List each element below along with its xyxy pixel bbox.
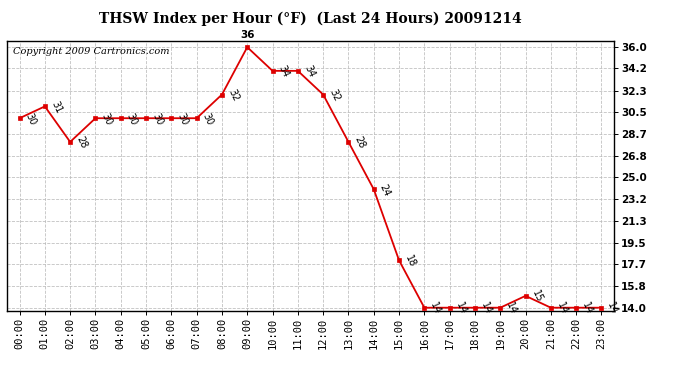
- Text: 14: 14: [454, 301, 468, 316]
- Text: 14: 14: [504, 301, 519, 316]
- Text: 28: 28: [75, 135, 88, 150]
- Text: 31: 31: [49, 99, 63, 115]
- Text: 28: 28: [353, 135, 367, 150]
- Text: 30: 30: [175, 111, 190, 126]
- Text: 30: 30: [99, 111, 114, 126]
- Text: 34: 34: [277, 64, 291, 79]
- Text: 14: 14: [580, 301, 595, 316]
- Text: Copyright 2009 Cartronics.com: Copyright 2009 Cartronics.com: [13, 46, 170, 56]
- Text: 24: 24: [378, 182, 392, 198]
- Text: 15: 15: [530, 289, 544, 304]
- Text: 30: 30: [201, 111, 215, 126]
- Text: 30: 30: [150, 111, 164, 126]
- Text: 30: 30: [125, 111, 139, 126]
- Text: 14: 14: [555, 301, 569, 316]
- Text: 14: 14: [606, 301, 620, 316]
- Text: 14: 14: [428, 301, 443, 316]
- Text: 14: 14: [479, 301, 493, 316]
- Text: 36: 36: [240, 30, 255, 40]
- Text: 32: 32: [327, 87, 342, 103]
- Text: THSW Index per Hour (°F)  (Last 24 Hours) 20091214: THSW Index per Hour (°F) (Last 24 Hours)…: [99, 11, 522, 26]
- Text: 34: 34: [302, 64, 316, 79]
- Text: 30: 30: [23, 111, 38, 126]
- Text: 32: 32: [226, 87, 240, 103]
- Text: 18: 18: [403, 254, 417, 268]
